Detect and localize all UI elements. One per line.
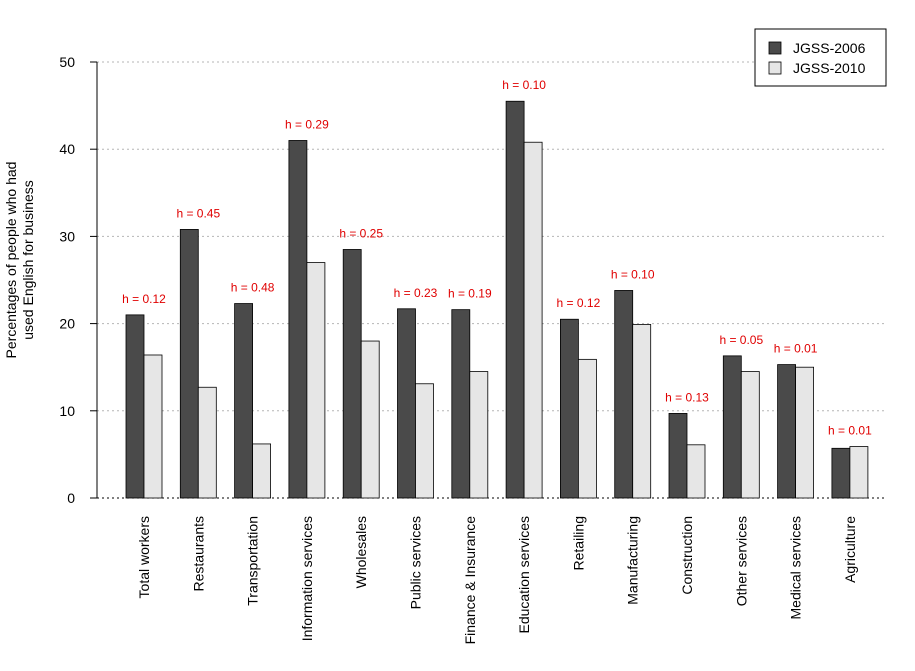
bar-jgss-2006 [560,318,579,499]
bar-jgss-2006 [234,303,254,499]
x-tick-label: Other services [733,516,749,606]
h-value-label: h = 0.01 [828,424,872,438]
legend-label-jgss-2006: JGSS-2006 [793,40,866,56]
h-value-label: h = 0.23 [394,286,438,300]
bar-jgss-2006 [397,308,416,499]
bar-jgss-2010 [143,354,163,499]
y-tick-label: 10 [59,403,75,419]
bar-jgss-2006 [777,364,796,499]
x-tick-labels: Total workers Restaurants Transportation In… [136,516,858,645]
bar-jgss-2010 [686,444,706,499]
bar-jgss-2010 [523,141,543,499]
y-tick-label: 20 [59,316,75,332]
legend-box [754,28,887,87]
x-tick-label: Public services [408,516,424,609]
h-value-label: h = 0.25 [339,226,383,240]
x-tick-label: Construction [679,516,695,595]
x-tick-label: Retailing [570,516,586,570]
bar-jgss-2010 [360,340,380,499]
bar-jgss-2006 [288,140,308,499]
y-tick-label: 40 [59,141,75,157]
x-tick-label: Agriculture [842,516,858,583]
h-value-label: h = 0.45 [176,206,220,220]
y-axis-title-line: used English for business [20,180,36,340]
y-tick-label: 30 [59,228,75,244]
bar-jgss-2010 [795,366,814,499]
bar-jgss-2006 [342,249,362,499]
bar-jgss-2006 [505,100,525,499]
bar-jgss-2010 [415,383,434,499]
bar-jgss-2010 [306,262,326,499]
y-tick-label: 0 [67,490,75,506]
bar-jgss-2006 [722,355,742,499]
legend-label-jgss-2010: JGSS-2010 [793,60,866,76]
bar-jgss-2010 [740,371,760,499]
h-value-labels: h = 0.12 h = 0.45 h = 0.48 h = 0.29 h = 0.25… [122,78,872,437]
y-axis-title-line: Percentages of people who had [3,162,19,359]
bar-jgss-2010 [252,443,272,499]
bar-jgss-2006 [668,413,688,499]
y-axis: 0 10 20 30 40 50 [59,54,887,506]
h-value-label: h = 0.13 [665,390,709,404]
y-axis-title: Percentages of people who had used Englis… [3,162,36,359]
bar-jgss-2010 [578,358,597,499]
h-value-label: h = 0.19 [448,287,492,301]
h-value-label: h = 0.05 [719,333,763,347]
bar-jgss-2010 [849,446,869,499]
x-tick-label: Wholesales [353,516,369,588]
bar-jgss-2006 [451,309,471,499]
bars [125,100,869,499]
h-value-label: h = 0.01 [774,342,818,356]
x-tick-label: Total workers [136,516,152,598]
h-value-label: h = 0.10 [611,267,655,281]
x-tick-label: Medical services [788,516,804,619]
h-value-label: h = 0.12 [557,296,601,310]
x-tick-label: Finance & Insurance [462,516,478,645]
bar-jgss-2006 [179,229,199,499]
legend: JGSS-2006 JGSS-2010 [754,28,887,87]
h-value-label: h = 0.48 [231,281,275,295]
legend-swatch-jgss-2006 [768,41,782,55]
x-tick-label: Information services [299,516,315,641]
x-tick-label: Manufacturing [625,516,641,605]
bar-jgss-2006 [125,314,145,499]
bar-jgss-2006 [831,447,851,499]
x-tick-label: Transportation [245,516,261,606]
bar-jgss-2010 [469,371,489,499]
x-tick-label: Education services [516,516,532,634]
h-value-label: h = 0.12 [122,292,166,306]
x-tick-label: Restaurants [190,516,206,591]
bar-jgss-2006 [614,290,634,499]
y-tick-label: 50 [59,54,75,70]
legend-swatch-jgss-2010 [768,61,782,75]
h-value-label: h = 0.29 [285,117,329,131]
bar-jgss-2010 [632,324,652,499]
h-value-label: h = 0.10 [502,78,546,92]
bar-jgss-2010 [197,386,217,499]
gridlines [97,61,887,412]
